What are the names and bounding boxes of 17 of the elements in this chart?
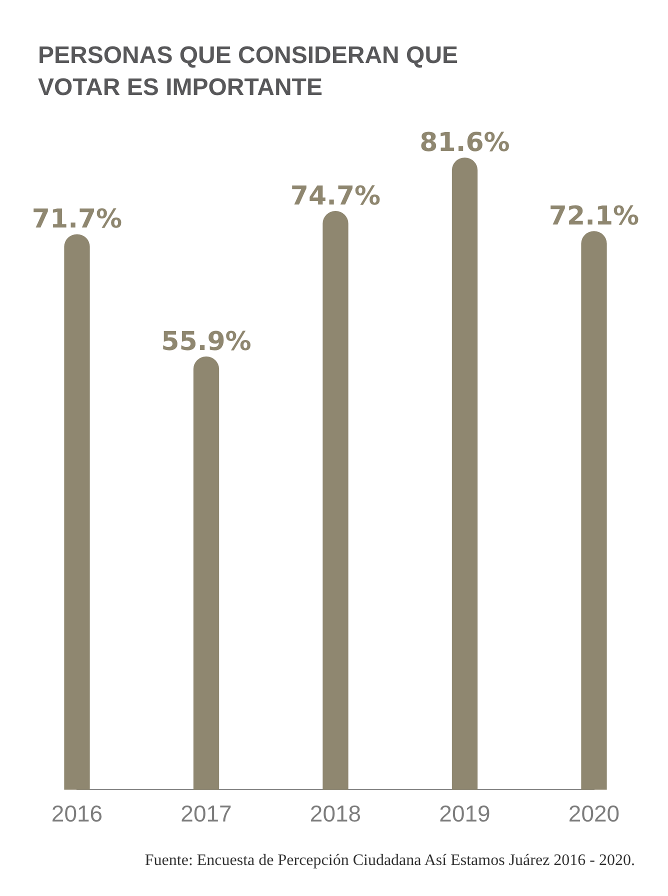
bar (581, 231, 607, 790)
bar (64, 234, 90, 790)
x-tick-label: 2016 (51, 800, 103, 827)
x-tick-label: 2020 (568, 800, 620, 827)
x-tick-label: 2018 (310, 800, 362, 827)
bar (452, 158, 478, 790)
source-note: Fuente: Encuesta de Percepción Ciudadana Así Estamos Juárez 2016 - 2020. (144, 852, 635, 870)
data-label: 55.9% (161, 326, 252, 357)
data-label: 74.7% (290, 181, 381, 212)
x-tick-label: 2019 (439, 800, 490, 827)
x-tick-label: 2017 (180, 800, 232, 827)
chart-title: PERSONAS QUE CONSIDERAN QUE VOTAR ES IMPORTANTE (38, 41, 460, 103)
data-label: 71.7% (32, 204, 122, 235)
bar (322, 211, 348, 790)
bar (193, 356, 220, 790)
data-label: 72.1% (548, 202, 640, 232)
data-label: 81.6% (420, 128, 510, 158)
